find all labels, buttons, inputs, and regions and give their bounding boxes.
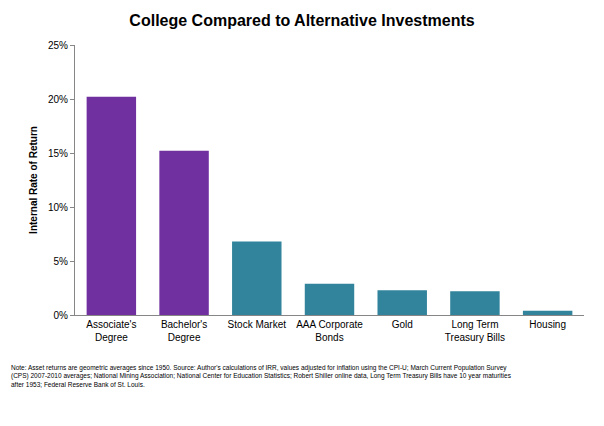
svg-text:5%: 5% [54,256,69,267]
svg-text:Associate'sDegree: Associate'sDegree [86,319,136,343]
svg-text:Long TermTreasury Bills: Long TermTreasury Bills [445,319,505,343]
svg-text:15%: 15% [48,148,68,159]
svg-text:Gold: Gold [392,319,413,330]
svg-text:25%: 25% [48,40,68,51]
svg-text:Bachelor'sDegree: Bachelor'sDegree [161,319,207,343]
svg-text:College Compared to Alternativ: College Compared to Alternative Investme… [129,12,474,29]
svg-text:20%: 20% [48,94,68,105]
svg-text:AAA CorporateBonds: AAA CorporateBonds [296,319,363,343]
svg-text:Stock Market: Stock Market [228,319,287,330]
svg-text:10%: 10% [48,202,68,213]
svg-text:Internal Rate of Return: Internal Rate of Return [28,126,39,234]
svg-text:Note: Asset returns are geomet: Note: Asset returns are geometric averag… [11,364,512,388]
svg-text:Housing: Housing [529,319,566,330]
svg-text:0%: 0% [54,310,69,321]
